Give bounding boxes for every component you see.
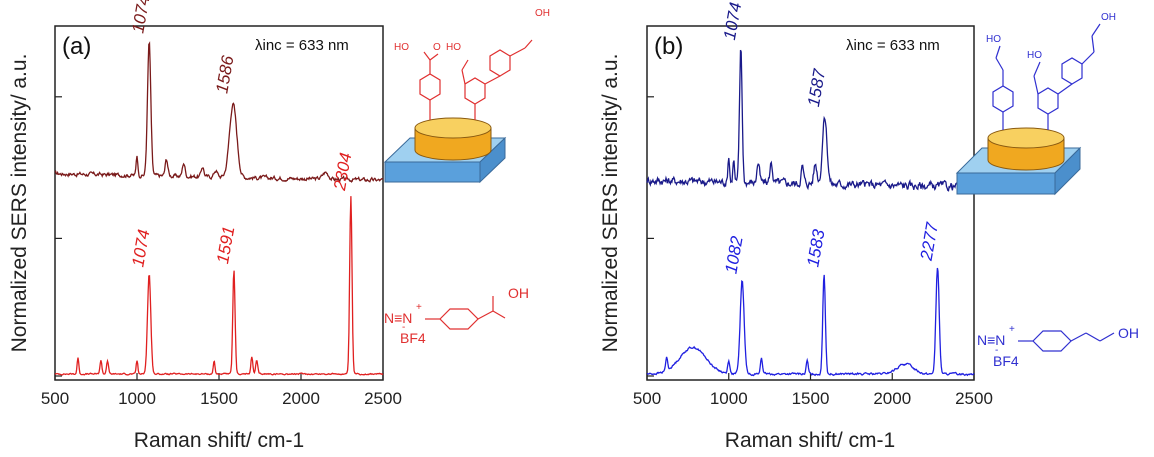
spectra	[54, 41, 384, 376]
diazo-n2: N≡N	[384, 310, 412, 326]
x-tick-label: 500	[633, 389, 661, 408]
x-axis-title: Raman shift/ cm-1	[134, 429, 304, 452]
diazonium-molecule: N≡N + BF4 - OH	[977, 324, 1139, 369]
gold-disk-top	[987, 127, 1065, 149]
peak-label: 1074	[720, 1, 745, 42]
peak-label: 2304	[330, 151, 355, 193]
counter-charge: -	[995, 345, 998, 356]
spectrum-lower	[646, 267, 975, 377]
diazo-charge: +	[416, 302, 422, 313]
molecule-group: OH	[535, 8, 550, 19]
x-axis-title: Raman shift/ cm-1	[725, 429, 895, 452]
molecule-group: OH	[1118, 325, 1139, 341]
wavelength-annotation: λinc = 633 nm	[846, 37, 940, 54]
molecule-group: HO	[394, 42, 409, 53]
peak-label: 1591	[213, 225, 238, 266]
panel-label: (a)	[62, 33, 91, 60]
y-axis-title: Normalized SERS intensity/ a.u.	[8, 54, 31, 353]
molecule-group: HO	[446, 42, 461, 53]
spectra	[646, 49, 975, 377]
spectrum-upper	[54, 41, 384, 183]
molecule-group: HO	[986, 34, 1001, 45]
molecule-group: O	[433, 42, 441, 53]
wavelength-annotation: λinc = 633 nm	[255, 37, 349, 54]
substrate-side	[1054, 146, 1081, 196]
x-tick-label: 2000	[873, 389, 911, 408]
peak-label: 1074	[128, 0, 153, 35]
molecule-group: OH	[508, 285, 529, 301]
gold-disk-top	[414, 117, 492, 139]
diazo-charge: +	[1009, 324, 1015, 335]
x-tick-label: 2500	[364, 389, 402, 408]
y-axis-title: Normalized SERS intensity/ a.u.	[599, 54, 622, 353]
x-tick-label: 2000	[282, 389, 320, 408]
panel-label: (b)	[654, 33, 683, 60]
x-tick-label: 1000	[118, 389, 156, 408]
substrate-front	[956, 172, 1056, 195]
peak-label: 2277	[917, 221, 943, 263]
peak-label: 1074	[128, 228, 153, 269]
peak-label: 1583	[803, 227, 828, 268]
surface-molecules	[419, 39, 533, 120]
counter-ion: BF4	[400, 330, 426, 346]
x-tick-label: 1500	[792, 389, 830, 408]
diazo-n2: N≡N	[977, 332, 1005, 348]
x-ticks: 500 1000 1500 2000 2500	[633, 96, 993, 408]
surface-schematic: HO HO OH	[955, 12, 1116, 196]
x-tick-label: 500	[41, 389, 69, 408]
surface-schematic: HO O HO OH	[383, 8, 550, 184]
molecule-group: HO	[1027, 50, 1042, 61]
x-ticks: 500 1000 1500 2000 2500	[41, 96, 402, 408]
diazonium-molecule: N≡N + BF4 - OH	[384, 285, 529, 346]
x-tick-label: 2500	[955, 389, 993, 408]
x-tick-label: 1000	[710, 389, 748, 408]
surface-molecules	[992, 23, 1101, 130]
peak-label: 1586	[212, 54, 237, 95]
substrate-front	[384, 161, 481, 183]
spectrum-upper	[646, 49, 975, 192]
counter-charge: -	[402, 322, 405, 333]
substrate-side	[479, 136, 506, 184]
spectrum-lower	[54, 196, 384, 376]
counter-ion: BF4	[993, 353, 1019, 369]
peak-label: 1082	[721, 234, 746, 275]
peak-label: 1587	[804, 67, 829, 108]
x-tick-label: 1500	[200, 389, 238, 408]
panel-a: (a) λinc = 633 nm Normalized SERS intens…	[8, 0, 550, 452]
molecule-group: OH	[1101, 12, 1116, 23]
panel-b: (b) λinc = 633 nm Normalized SERS intens…	[599, 1, 1139, 452]
